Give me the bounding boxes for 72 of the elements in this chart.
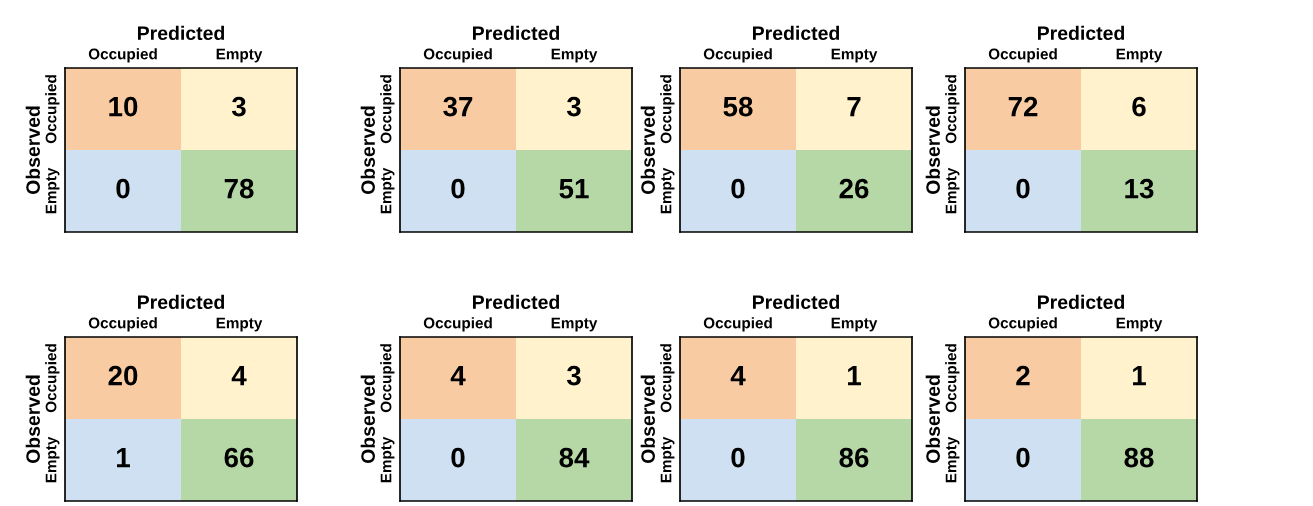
data-label: 4 (450, 366, 466, 386)
data-label: 0 (451, 447, 465, 468)
y-tick-label: Empty (660, 436, 675, 483)
x-axis-title: Predicted (1038, 25, 1125, 41)
x-tick-label: Occupied (703, 48, 772, 63)
x-tick-label: Empty (216, 48, 263, 63)
data-label: 1 (1133, 366, 1146, 386)
y-axis-title: Observed (25, 375, 40, 464)
data-label: 72 (1008, 96, 1038, 117)
data-label: 4 (231, 366, 247, 386)
x-axis-title: Predicted (753, 294, 840, 310)
x-tick-label: Empty (216, 317, 263, 332)
y-tick-label: Empty (945, 436, 960, 483)
data-label: 4 (730, 366, 746, 386)
y-axis-title: Observed (925, 106, 940, 195)
data-label: 86 (839, 447, 869, 468)
y-axis-title: Observed (640, 375, 655, 464)
data-label: 0 (731, 447, 745, 468)
data-label: 0 (116, 178, 130, 199)
x-tick-label: Occupied (88, 317, 157, 332)
y-axis-title: Observed (360, 106, 375, 195)
data-label: 58 (723, 96, 753, 117)
x-axis-title: Predicted (753, 25, 840, 41)
data-label: 3 (566, 96, 581, 117)
data-label: 0 (451, 178, 465, 199)
data-label: 7 (847, 97, 861, 117)
y-tick-label: Empty (380, 436, 395, 483)
data-label: 88 (1124, 447, 1154, 468)
data-label: 10 (109, 96, 138, 117)
y-tick-label: Empty (380, 167, 395, 214)
data-label: 0 (1016, 178, 1030, 199)
y-tick-label: Empty (660, 167, 675, 214)
x-tick-label: Occupied (988, 48, 1057, 63)
data-label: 0 (731, 178, 745, 199)
y-tick-label: Empty (45, 167, 60, 214)
data-label: 84 (559, 447, 590, 468)
x-tick-label: Occupied (703, 317, 772, 332)
y-tick-label: Empty (45, 436, 60, 483)
data-label: 13 (1125, 178, 1154, 199)
data-label: 20 (108, 365, 138, 386)
data-label: 3 (231, 96, 246, 117)
data-label: 0 (1016, 447, 1030, 468)
x-axis-title: Predicted (473, 294, 560, 310)
y-axis-title: Observed (925, 375, 940, 464)
data-label: 78 (224, 178, 254, 199)
data-label: 1 (117, 448, 130, 468)
data-label: 37 (443, 96, 473, 117)
x-axis-title: Predicted (138, 294, 225, 310)
y-axis-title: Observed (360, 375, 375, 464)
x-tick-label: Empty (831, 317, 878, 332)
data-label: 51 (559, 179, 589, 199)
data-label: 1 (848, 366, 861, 386)
x-tick-label: Empty (551, 48, 598, 63)
y-axis-title: Observed (640, 106, 655, 195)
x-axis-title: Predicted (1038, 294, 1125, 310)
data-label: 2 (1016, 365, 1030, 386)
data-label: 6 (1132, 96, 1146, 117)
y-axis-title: Observed (25, 106, 40, 195)
x-tick-label: Empty (551, 317, 598, 332)
x-tick-label: Empty (1116, 48, 1163, 63)
x-tick-label: Occupied (423, 48, 492, 63)
x-tick-label: Empty (831, 48, 878, 63)
y-tick-label: Empty (945, 167, 960, 214)
x-tick-label: Empty (1116, 317, 1163, 332)
x-tick-label: Occupied (88, 48, 157, 63)
data-label: 3 (566, 365, 581, 386)
x-tick-label: Occupied (423, 317, 492, 332)
data-label: 66 (224, 447, 254, 468)
x-tick-label: Occupied (988, 317, 1057, 332)
x-axis-title: Predicted (473, 25, 560, 41)
data-label: 26 (839, 178, 869, 199)
x-axis-title: Predicted (138, 25, 225, 41)
